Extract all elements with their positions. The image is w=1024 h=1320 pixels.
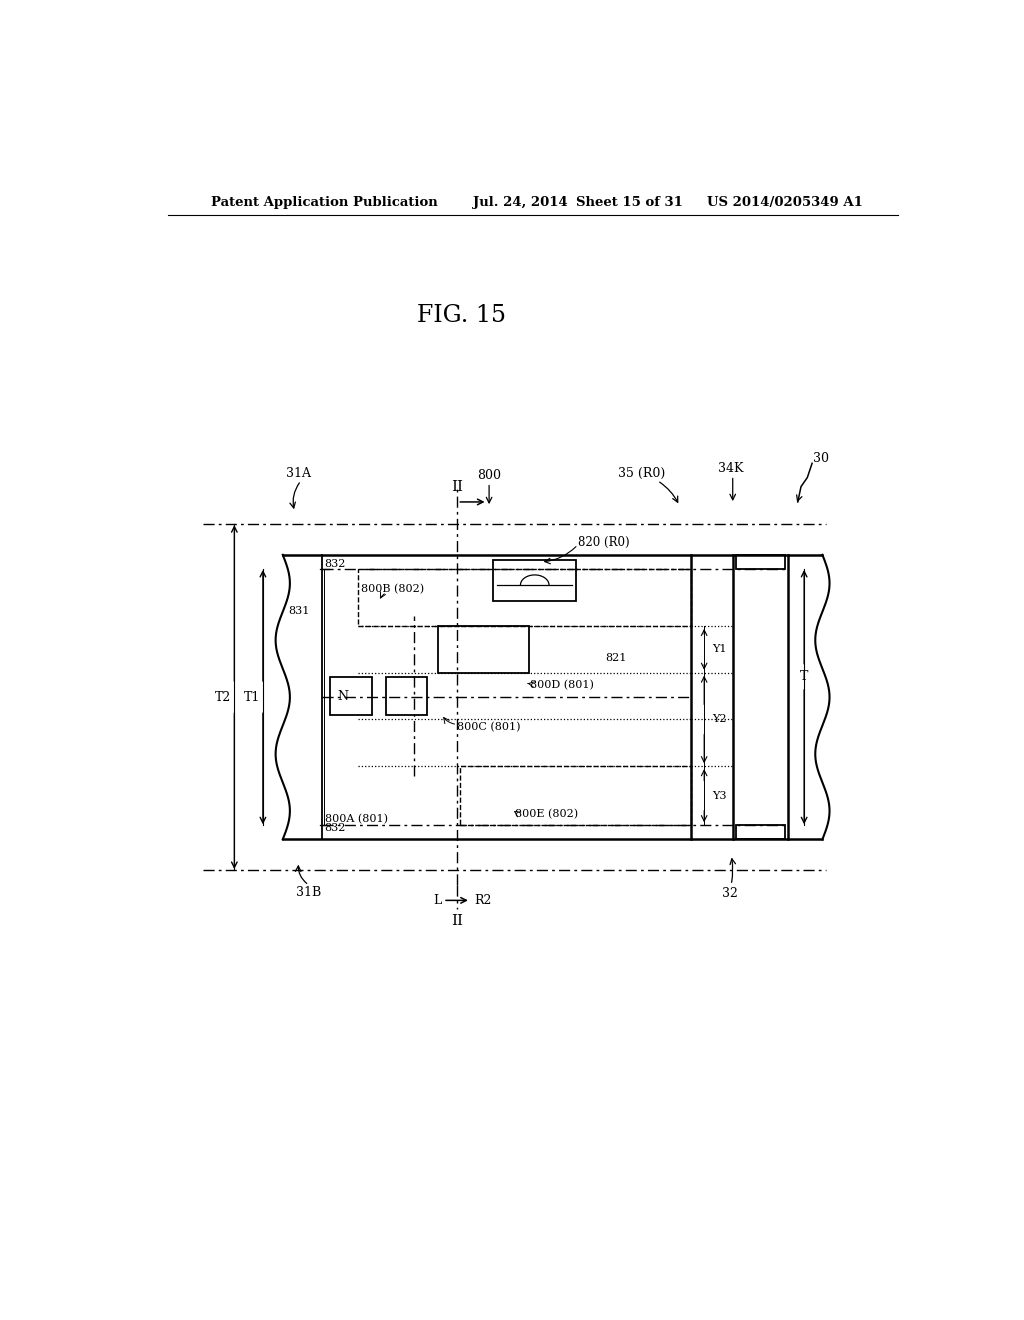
Text: 30: 30 [813, 451, 828, 465]
Text: FIG. 15: FIG. 15 [417, 305, 506, 327]
Text: 800A (801): 800A (801) [325, 814, 388, 824]
Text: 35 (R0): 35 (R0) [617, 467, 665, 480]
Text: II: II [452, 479, 463, 494]
Text: Patent Application Publication: Patent Application Publication [211, 195, 438, 209]
Text: Y1: Y1 [712, 644, 727, 655]
Text: 32: 32 [722, 887, 737, 900]
Bar [494, 560, 577, 601]
Bar [386, 677, 427, 715]
Text: II: II [452, 913, 463, 928]
Text: 820 (R0): 820 (R0) [578, 536, 630, 549]
Text: 800D (801): 800D (801) [529, 680, 594, 690]
Text: 800E (802): 800E (802) [515, 809, 579, 820]
Text: T2: T2 [215, 690, 231, 704]
Text: R2: R2 [474, 894, 492, 907]
Text: L: L [433, 894, 441, 907]
Text: 31B: 31B [296, 886, 322, 899]
Text: Sheet 15 of 31: Sheet 15 of 31 [577, 195, 683, 209]
Text: N: N [338, 689, 348, 702]
Text: Y2: Y2 [712, 714, 727, 725]
Bar [331, 677, 372, 715]
Text: T: T [800, 671, 808, 684]
Text: US 2014/0205349 A1: US 2014/0205349 A1 [708, 195, 863, 209]
Bar [437, 626, 528, 673]
Bar [736, 554, 785, 569]
Text: T1: T1 [244, 690, 260, 704]
Bar [460, 766, 691, 825]
Text: 31A: 31A [286, 467, 311, 480]
Text: Y3: Y3 [712, 791, 727, 801]
Text: 800: 800 [477, 469, 501, 482]
Bar [736, 825, 785, 840]
Text: 821: 821 [606, 653, 627, 664]
Bar [358, 569, 691, 626]
Text: 832: 832 [324, 558, 345, 569]
Text: 832: 832 [324, 824, 345, 833]
Text: 831: 831 [288, 606, 309, 615]
Text: 800C (801): 800C (801) [458, 722, 521, 733]
Text: 34K: 34K [719, 462, 743, 475]
Text: 800B (802): 800B (802) [360, 585, 424, 594]
Text: Jul. 24, 2014: Jul. 24, 2014 [473, 195, 568, 209]
